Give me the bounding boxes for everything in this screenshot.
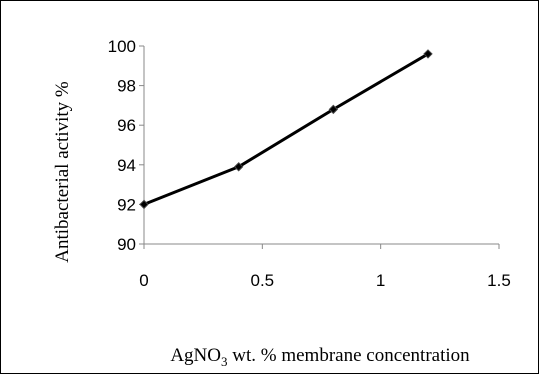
y-tick-label: 90 [117,235,136,254]
data-point-marker [233,162,244,172]
tick-labels: 90 92 94 96 98 100 0 0.5 1 1.5 [108,37,511,290]
y-tick-label: 100 [108,37,136,56]
data-point-marker [328,104,339,115]
y-axis-label: Antibacterial activity % [52,81,73,263]
data-point-marker [423,49,433,59]
data-point-marker [139,199,149,210]
y-tick-label: 96 [117,116,136,135]
x-axis-label-rest: wt. % membrane concentration [228,345,471,366]
y-tick-label: 98 [117,77,136,96]
x-tick-label: 0.5 [251,271,275,290]
x-axis-label-main: AgNO [170,345,221,366]
y-tick-label: 94 [117,156,136,175]
x-tick-label: 1 [376,271,385,290]
data-series [139,49,433,210]
series-line [143,52,429,206]
x-axis-label: AgNO3 wt. % membrane concentration [170,345,470,369]
x-axis-label-subscript: 3 [221,354,228,369]
x-tick-label: 1.5 [487,271,511,290]
chart-axes [139,45,500,249]
y-tick-label: 92 [117,195,136,214]
x-tick-label: 0 [139,271,148,290]
